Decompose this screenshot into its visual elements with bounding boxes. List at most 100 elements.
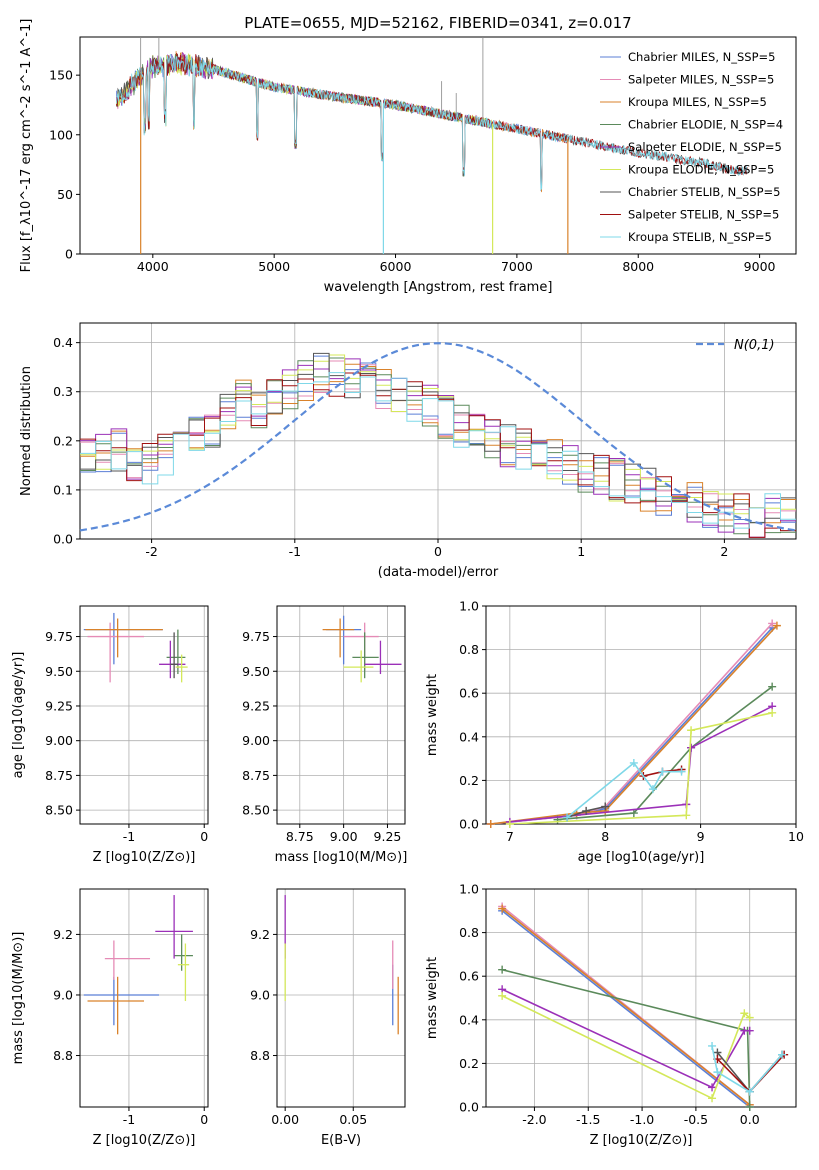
spectrum-line bbox=[116, 55, 566, 189]
y-tick-label: 0.6 bbox=[459, 686, 479, 701]
data-point-marker bbox=[658, 767, 667, 776]
data-point-marker bbox=[713, 1068, 722, 1077]
data-point-marker bbox=[687, 743, 696, 752]
data-point-marker bbox=[708, 1041, 717, 1050]
y-tick-label: 0.0 bbox=[459, 1100, 479, 1115]
x-tick-label: 8 bbox=[601, 829, 609, 844]
axes-frame bbox=[485, 888, 797, 1108]
axes-frame bbox=[79, 36, 797, 255]
y-tick-label: 0.8 bbox=[459, 925, 479, 940]
axes-frame bbox=[276, 888, 406, 1108]
x-tick-label: -1.5 bbox=[576, 1112, 600, 1127]
x-tick-label: 9.25 bbox=[374, 829, 402, 844]
data-point-marker bbox=[768, 619, 777, 628]
gaussian-reference bbox=[79, 342, 797, 532]
data-point-marker bbox=[745, 1103, 754, 1111]
data-point-marker bbox=[582, 806, 591, 815]
x-tick-label: 0.00 bbox=[271, 1112, 299, 1127]
x-tick-label: 9 bbox=[697, 829, 705, 844]
panel-residuals: -2 -1 0 1 2 0.0 0.1 0.2 0.3 0.4 (data-model)/error… bbox=[19, 322, 797, 580]
y-tick-label: 0.4 bbox=[53, 335, 73, 350]
y-tick-label: 0.2 bbox=[459, 1056, 479, 1071]
y-tick-label: 9.00 bbox=[242, 733, 270, 748]
spectrum-line bbox=[116, 51, 566, 193]
panel-massweight_vs_age: 7 8 9 10 0.0 0.2 0.4 0.6 0.8 1.0 age [log10(age/yr… bbox=[425, 599, 804, 866]
x-tick-label: -1 bbox=[289, 544, 301, 559]
x-tick-label: 0.0 bbox=[740, 1112, 760, 1127]
axes-frame bbox=[79, 888, 209, 1108]
data-point-marker bbox=[745, 1026, 754, 1035]
panel-massweight_vs_Z: -2.0 -1.5 -1.0 -0.5 0.0 0.0 0.2 0.4 0.6 0.8 1.0 Z [… bbox=[425, 882, 797, 1148]
x-tick-label: -1 bbox=[123, 829, 135, 844]
mass-weight-line bbox=[509, 712, 773, 824]
y-tick-label: 0.2 bbox=[459, 773, 479, 788]
y-tick-label: 0.1 bbox=[53, 482, 73, 497]
x-tick-label: -1 bbox=[123, 1112, 135, 1127]
data-point-marker bbox=[677, 767, 686, 776]
mass-weight-line bbox=[490, 627, 773, 824]
x-tick-label: 7 bbox=[506, 829, 514, 844]
y-tick-label: 9.50 bbox=[45, 664, 73, 679]
panel-age_vs_mass: 8.75 9.00 9.25 8.50 8.75 9.00 9.25 9.50 9.75 mass… bbox=[242, 605, 408, 865]
x-tick-label: 9.00 bbox=[330, 829, 358, 844]
data-point-marker bbox=[682, 811, 691, 820]
legend-label: Chabrier ELODIE, N_SSP=4 bbox=[628, 118, 783, 132]
y-tick-label: 8.75 bbox=[45, 768, 73, 783]
legend-label: Salpeter STELIB, N_SSP=5 bbox=[628, 208, 779, 222]
y-tick-label: 9.50 bbox=[242, 664, 270, 679]
legend-label: Salpeter MILES, N_SSP=5 bbox=[628, 73, 774, 87]
y-tick-label: 9.2 bbox=[53, 927, 73, 942]
data-point-marker bbox=[486, 820, 495, 828]
data-point-marker bbox=[505, 820, 514, 828]
y-tick-label: 1.0 bbox=[459, 599, 479, 614]
y-axis-label: mass weight bbox=[425, 957, 440, 1039]
x-axis-label: age [log10(age/yr)] bbox=[578, 850, 705, 865]
data-point-marker bbox=[768, 708, 777, 717]
y-tick-label: 8.75 bbox=[242, 768, 270, 783]
x-tick-label: 5000 bbox=[258, 259, 290, 274]
x-axis-label: (data-model)/error bbox=[378, 565, 499, 580]
y-tick-label: 9.00 bbox=[45, 733, 73, 748]
legend-label: Kroupa STELIB, N_SSP=5 bbox=[628, 230, 772, 244]
x-tick-label: -2.0 bbox=[522, 1112, 546, 1127]
spectrum-line bbox=[116, 53, 748, 191]
x-tick-label: 0.05 bbox=[339, 1112, 367, 1127]
y-tick-label: 9.0 bbox=[250, 987, 270, 1002]
y-tick-label: 0.0 bbox=[459, 817, 479, 832]
mass-weight-line bbox=[501, 988, 750, 1089]
y-tick-label: 0.0 bbox=[53, 532, 73, 547]
x-tick-label: 4000 bbox=[137, 259, 169, 274]
legend-label: N(0,1) bbox=[734, 338, 775, 353]
y-tick-label: 150 bbox=[49, 68, 73, 83]
y-axis-label: mass weight bbox=[425, 674, 440, 756]
y-tick-label: 100 bbox=[49, 127, 73, 142]
legend-label: Salpeter ELODIE, N_SSP=5 bbox=[628, 140, 782, 154]
y-tick-label: 8.50 bbox=[45, 803, 73, 818]
axes-frame bbox=[79, 605, 209, 825]
mass-weight-line bbox=[490, 625, 778, 824]
y-tick-label: 50 bbox=[57, 187, 73, 202]
x-tick-label: 8.75 bbox=[286, 829, 314, 844]
data-point-marker bbox=[563, 813, 572, 822]
data-point-marker bbox=[708, 1094, 717, 1103]
x-axis-label: mass [log10(M/M⊙)] bbox=[275, 850, 408, 865]
mass-weight-line bbox=[501, 995, 751, 1100]
y-axis-label: Flux [f_λ10^-17 erg cm^-2 s^-1 A^-1] bbox=[19, 19, 34, 273]
panel-mass_vs_Z: -1 0 8.8 9.0 9.2 Z [log10(Z/Z⊙)] mass [log10(M… bbox=[11, 888, 209, 1148]
x-tick-label: 6000 bbox=[380, 259, 412, 274]
y-tick-label: 0.4 bbox=[459, 1012, 479, 1027]
data-point-marker bbox=[498, 904, 507, 913]
x-axis-label: Z [log10(Z/Z⊙)] bbox=[93, 1133, 196, 1148]
y-tick-label: 8.8 bbox=[250, 1048, 270, 1063]
y-tick-label: 8.8 bbox=[53, 1048, 73, 1063]
data-point-marker bbox=[768, 682, 777, 691]
y-tick-label: 1.0 bbox=[459, 882, 479, 897]
figure-title: PLATE=0655, MJD=52162, FIBERID=0341, z=0… bbox=[244, 14, 631, 32]
y-tick-label: 0.4 bbox=[459, 729, 479, 744]
y-tick-label: 9.75 bbox=[242, 629, 270, 644]
x-tick-label: -2 bbox=[145, 544, 157, 559]
data-point-marker bbox=[778, 1050, 787, 1059]
x-tick-label: 7000 bbox=[501, 259, 533, 274]
mass-weight-line bbox=[490, 622, 773, 824]
mass-weight-line bbox=[711, 1045, 783, 1093]
